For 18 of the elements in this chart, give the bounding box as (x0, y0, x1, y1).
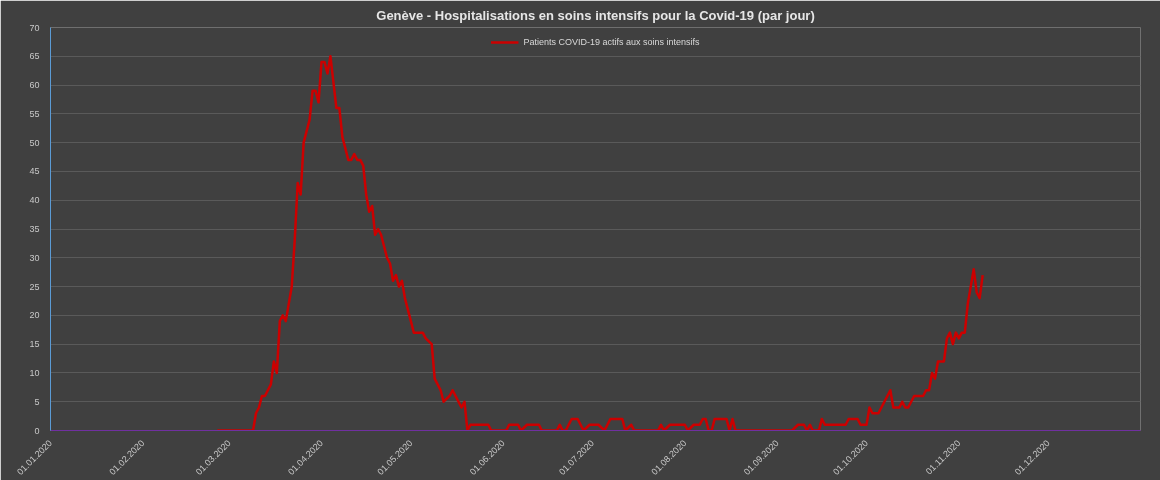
y-tick-label: 70 (29, 22, 40, 33)
chart-title: Genève - Hospitalisations en soins intensifs pour la Covid-19 (par jour) (376, 7, 815, 23)
y-tick-label: 45 (29, 166, 40, 177)
y-tick-label: 15 (29, 339, 40, 350)
legend-label: Patients COVID-19 actifs aux soins intensifs (523, 37, 700, 47)
y-tick-label: 10 (29, 367, 40, 378)
y-tick-label: 25 (29, 281, 40, 292)
y-tick-label: 60 (29, 80, 40, 91)
y-tick-label: 0 (34, 425, 40, 436)
y-tick-label: 35 (29, 224, 40, 234)
line-series (216, 55, 984, 431)
y-tick-label: 55 (29, 108, 40, 119)
y-tick-label: 40 (29, 195, 40, 206)
y-tick-label: 30 (29, 252, 40, 263)
y-tick-label: 5 (34, 396, 40, 407)
y-tick-label: 50 (29, 137, 40, 148)
y-tick-label: 20 (29, 310, 40, 321)
y-tick-label: 65 (29, 51, 40, 62)
